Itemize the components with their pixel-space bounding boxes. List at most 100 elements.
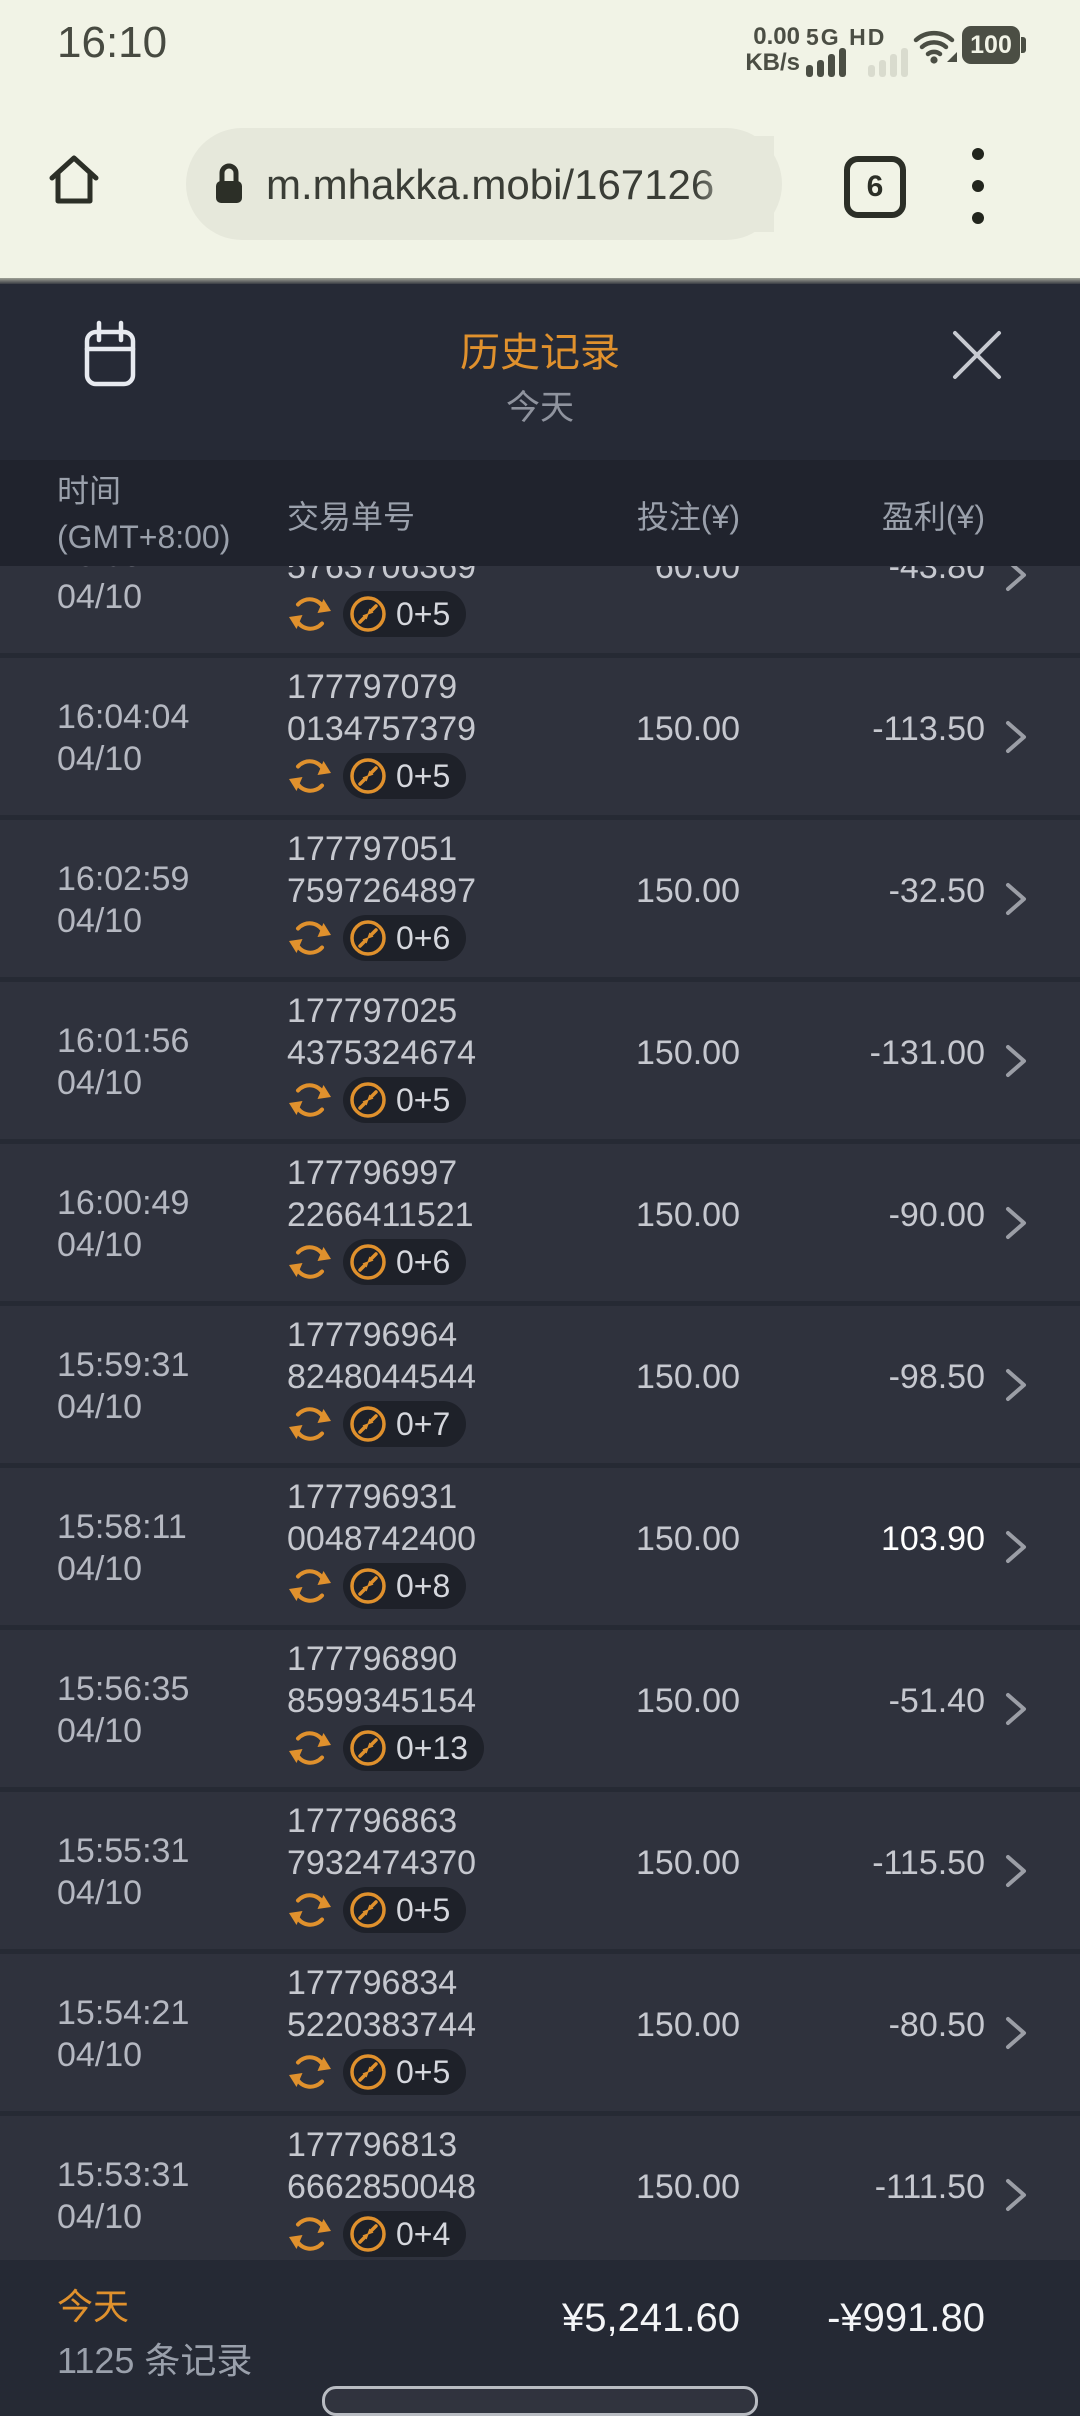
row-transaction: 177796964 8248044544 xyxy=(287,1314,476,1447)
row-bet: 150.00 xyxy=(636,1034,740,1072)
chevron-right-icon[interactable] xyxy=(998,1686,1032,1732)
row-bet: 150.00 xyxy=(636,1682,740,1720)
row-profit: 103.90 xyxy=(881,1520,985,1558)
row-bet: 150.00 xyxy=(636,2168,740,2206)
page-subtitle: 今天 xyxy=(506,389,574,427)
row-status-icons: 0+4 xyxy=(287,2211,476,2257)
lock-icon xyxy=(216,163,242,203)
transfer-icon xyxy=(350,1244,386,1280)
combo-label: 0+5 xyxy=(396,1082,451,1118)
history-list[interactable]: 16:05:21 04/10 5763706369 xyxy=(0,496,1080,2278)
combo-label: 0+5 xyxy=(396,2054,451,2090)
row-status-icons: 0+6 xyxy=(287,915,476,961)
row-transaction: 177797025 4375324674 xyxy=(287,990,476,1123)
row-profit: -131.00 xyxy=(869,1034,985,1072)
signal-bars-sim1-icon xyxy=(806,48,846,77)
row-time: 16:00:49 04/10 xyxy=(57,1184,190,1264)
combo-label: 0+7 xyxy=(396,1406,451,1442)
refresh-icon xyxy=(289,597,331,631)
table-row[interactable]: 16:02:59 04/10 177797051 7597264897 xyxy=(0,820,1080,982)
table-row[interactable]: 15:54:21 04/10 177796834 5220383744 xyxy=(0,1954,1080,2116)
page-title: 历史记录 xyxy=(460,331,620,375)
history-header: 历史记录 今天 xyxy=(0,284,1080,460)
network-speed-value: 0.00 xyxy=(753,23,800,50)
tab-count-button[interactable]: 6 xyxy=(844,156,906,218)
tab-count: 6 xyxy=(866,170,884,203)
row-bet: 150.00 xyxy=(636,2006,740,2044)
combo-badge: 0+5 xyxy=(343,1887,467,1933)
row-status-icons: 0+7 xyxy=(287,1401,476,1447)
refresh-icon xyxy=(289,1893,331,1927)
chevron-right-icon[interactable] xyxy=(998,1848,1032,1894)
transfer-icon xyxy=(350,1082,386,1118)
combo-badge: 0+6 xyxy=(343,915,467,961)
summary-total-profit: -¥991.80 xyxy=(827,2296,985,2340)
chevron-right-icon[interactable] xyxy=(998,1524,1032,1570)
table-row[interactable]: 16:01:56 04/10 177797025 4375324674 xyxy=(0,982,1080,1144)
summary-footer: 今天 1125 条记录 ¥5,241.60 -¥991.80 xyxy=(0,2260,1080,2400)
chevron-right-icon[interactable] xyxy=(998,714,1032,760)
chevron-right-icon[interactable] xyxy=(998,1200,1032,1246)
network-speed-unit: KB/s xyxy=(745,49,800,76)
combo-label: 0+13 xyxy=(396,1730,469,1766)
row-time: 15:54:21 04/10 xyxy=(57,1994,190,2074)
row-status-icons: 0+5 xyxy=(287,753,476,799)
summary-total-bet: ¥5,241.60 xyxy=(562,2296,740,2340)
row-bet: 150.00 xyxy=(636,1196,740,1234)
chevron-right-icon[interactable] xyxy=(998,1038,1032,1084)
row-transaction: 177796890 8599345154 xyxy=(287,1638,485,1771)
row-transaction: 177796813 6662850048 xyxy=(287,2124,476,2257)
network-type-label: 5G HD xyxy=(806,24,887,50)
table-row[interactable]: 16:04:04 04/10 177797079 0134757379 xyxy=(0,658,1080,820)
home-icon[interactable] xyxy=(44,150,104,210)
row-profit: -80.50 xyxy=(888,2006,985,2044)
chevron-right-icon[interactable] xyxy=(998,2010,1032,2056)
row-profit: -98.50 xyxy=(888,1358,985,1396)
page-top-divider xyxy=(0,278,1080,284)
row-bet: 150.00 xyxy=(636,1358,740,1396)
chevron-right-icon[interactable] xyxy=(998,2172,1032,2218)
table-row[interactable]: 15:58:11 04/10 177796931 0048742400 xyxy=(0,1468,1080,1630)
row-time: 15:55:31 04/10 xyxy=(57,1832,190,1912)
combo-label: 0+5 xyxy=(396,758,451,794)
battery-level: 100 xyxy=(970,30,1012,59)
combo-label: 0+5 xyxy=(396,596,451,632)
overflow-menu-icon[interactable] xyxy=(972,148,984,224)
table-row[interactable]: 15:53:31 04/10 177796813 6662850048 xyxy=(0,2116,1080,2278)
transfer-icon xyxy=(350,2216,386,2252)
row-status-icons: 0+5 xyxy=(287,591,476,637)
close-icon[interactable] xyxy=(946,324,1008,386)
row-transaction: 177796997 2266411521 xyxy=(287,1152,474,1285)
row-profit: -32.50 xyxy=(888,872,985,910)
chevron-right-icon[interactable] xyxy=(998,1362,1032,1408)
refresh-icon xyxy=(289,921,331,955)
column-transaction: 交易单号 xyxy=(287,499,416,535)
table-row[interactable]: 16:00:49 04/10 177796997 2266411521 xyxy=(0,1144,1080,1306)
combo-label: 0+6 xyxy=(396,1244,451,1280)
url-bar[interactable]: m.mhakka.mobi/167126 xyxy=(186,128,782,240)
calendar-icon[interactable] xyxy=(82,320,138,390)
network-speed: 0.00 KB/s xyxy=(730,24,800,76)
refresh-icon xyxy=(289,1731,331,1765)
summary-record-count: 1125 条记录 xyxy=(57,2340,253,2381)
gesture-bar[interactable] xyxy=(322,2386,758,2416)
row-status-icons: 0+13 xyxy=(287,1725,485,1771)
battery-icon: 100 xyxy=(962,26,1026,64)
row-time: 16:02:59 04/10 xyxy=(57,860,190,940)
row-transaction: 177797051 7597264897 xyxy=(287,828,476,961)
status-bar: 16:10 0.00 KB/s 5G HD 100 xyxy=(0,0,1080,88)
chevron-right-icon[interactable] xyxy=(998,876,1032,922)
table-row[interactable]: 15:56:35 04/10 177796890 8599345154 xyxy=(0,1630,1080,1792)
combo-badge: 0+5 xyxy=(343,591,467,637)
table-row[interactable]: 15:59:31 04/10 177796964 8248044544 xyxy=(0,1306,1080,1468)
row-status-icons: 0+6 xyxy=(287,1239,474,1285)
row-transaction: 5763706369 xyxy=(287,504,476,637)
row-profit: -51.40 xyxy=(888,1682,985,1720)
combo-badge: 0+5 xyxy=(343,753,467,799)
row-transaction: 177796863 7932474370 xyxy=(287,1800,476,1933)
row-bet: 150.00 xyxy=(636,872,740,910)
refresh-icon xyxy=(289,759,331,793)
row-profit: -113.50 xyxy=(872,710,985,748)
table-row[interactable]: 15:55:31 04/10 177796863 7932474370 xyxy=(0,1792,1080,1954)
transfer-icon xyxy=(350,920,386,956)
